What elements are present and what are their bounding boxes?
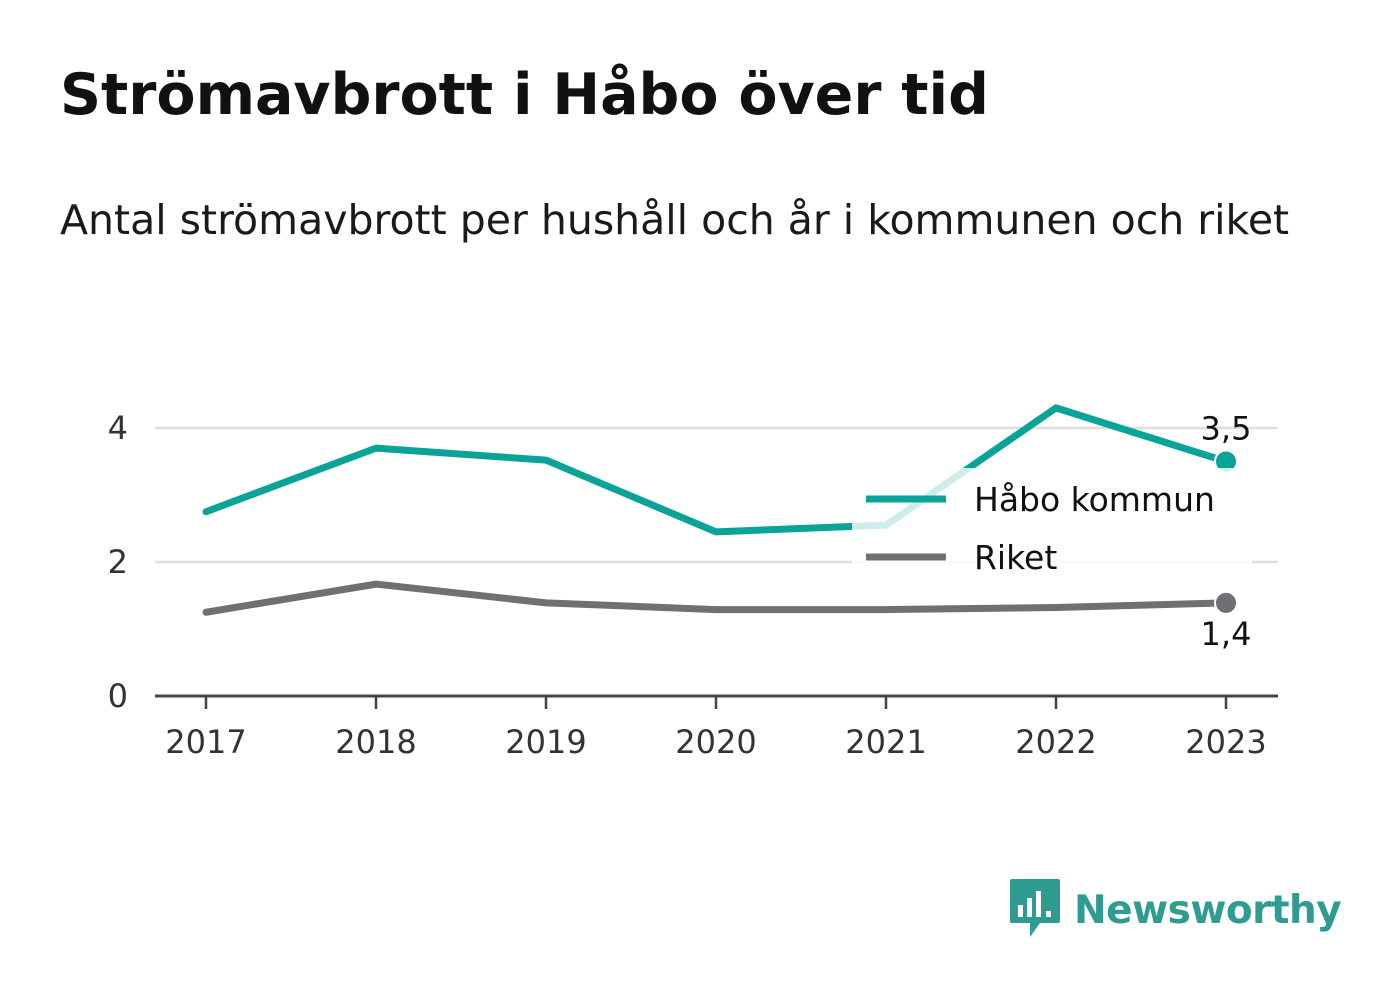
x-tick-label: 2023: [1185, 723, 1266, 761]
newsworthy-icon: [1010, 879, 1060, 937]
legend[interactable]: Håbo kommun Riket: [852, 468, 1252, 584]
chart-title: Strömavbrott i Håbo över tid: [60, 62, 989, 128]
series-lines: [202, 404, 1238, 616]
chart-subtitle: Antal strömavbrott per hushåll och år i …: [60, 196, 1290, 244]
y-tick-label: 0: [108, 677, 128, 715]
x-tick-label: 2022: [1015, 723, 1096, 761]
series-line-0: [202, 404, 1230, 536]
axes: 0 2 4 2017 2018 2019 2020 2021 2022 2023: [108, 409, 1278, 761]
y-tick-label: 2: [108, 543, 128, 581]
end-labels: 3,5 1,4: [1201, 410, 1252, 653]
series-line-1: [202, 580, 1230, 616]
brand-name: Newsworthy: [1074, 887, 1342, 933]
x-tick-label: 2021: [845, 723, 926, 761]
x-tick-label: 2020: [675, 723, 756, 761]
y-tick-label: 4: [108, 409, 128, 447]
legend-label-0[interactable]: Håbo kommun: [974, 480, 1215, 519]
end-label-habo: 3,5: [1201, 410, 1252, 448]
legend-background: [852, 468, 1252, 584]
newsworthy-logo[interactable]: Newsworthy: [1010, 878, 1342, 942]
end-point-1: [1214, 590, 1238, 615]
x-tick-label: 2019: [505, 723, 586, 761]
x-tick-label: 2018: [335, 723, 416, 761]
end-label-riket: 1,4: [1201, 615, 1252, 653]
x-tick-label: 2017: [165, 723, 246, 761]
legend-label-1[interactable]: Riket: [974, 538, 1057, 577]
